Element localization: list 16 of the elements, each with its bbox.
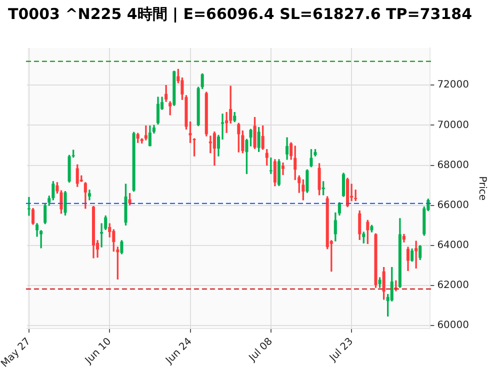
y-axis-title: Price bbox=[476, 176, 488, 201]
x-tick-label: Jun 24 bbox=[163, 336, 194, 367]
x-tick-label: Jul 23 bbox=[327, 336, 356, 364]
y-tick-label: 72000 bbox=[437, 80, 469, 91]
y-tick-label: 70000 bbox=[437, 120, 469, 131]
candlestick bbox=[208, 136, 212, 154]
y-tick-label: 62000 bbox=[437, 280, 469, 292]
y-tick-label: 66000 bbox=[437, 200, 469, 211]
x-tick-label: Jun 10 bbox=[82, 336, 114, 367]
candlestick bbox=[414, 240, 418, 268]
candlestick bbox=[27, 197, 30, 216]
x-tick-label: Jul 08 bbox=[246, 336, 275, 364]
chart-title: T0003 ^N225 4時間 | E=66096.4 SL=61827.6 TP=73184 bbox=[8, 5, 472, 24]
y-tick-label: 68000 bbox=[437, 160, 469, 171]
y-tick-label: 60000 bbox=[437, 320, 469, 332]
y-tick-label: 64000 bbox=[437, 240, 469, 252]
